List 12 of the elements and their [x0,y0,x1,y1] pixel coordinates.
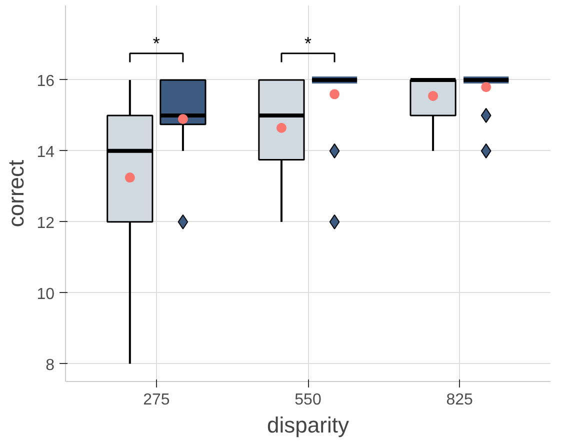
annotation: * [304,33,312,54]
y-tick-label: 10 [36,286,55,303]
x-tick-label: 550 [294,392,322,408]
x-tick-label: 825 [446,392,474,408]
y-axis-title: correct [4,160,29,228]
annotation: * [152,33,160,54]
x-axis-title: disparity [267,412,349,438]
x-tick-label: 275 [143,392,170,408]
y-tick-label: 8 [46,356,55,374]
y-tick-label: 16 [36,72,55,90]
y-tick-label: 12 [36,214,55,232]
y-tick-label: 14 [36,144,55,161]
